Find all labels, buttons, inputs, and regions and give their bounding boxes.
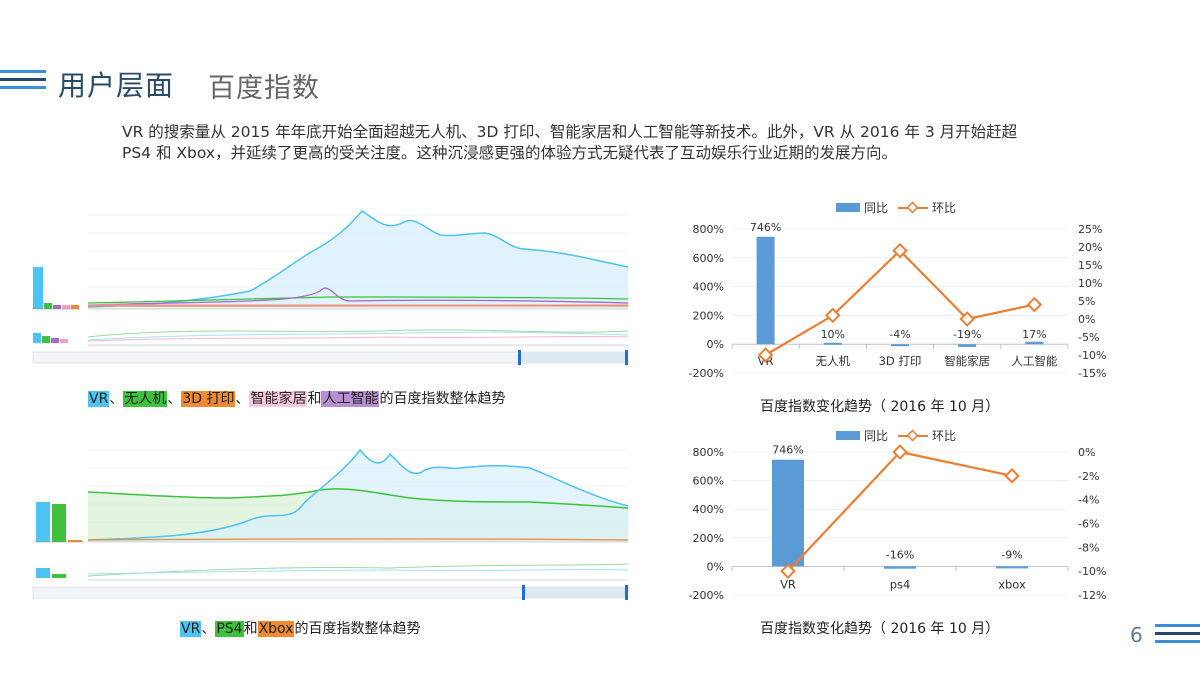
bar-value-label: -16% (886, 548, 914, 561)
y-right-tick: -2% (1078, 470, 1099, 483)
legend-bar-label: 同比 (864, 201, 888, 215)
bar (958, 344, 977, 347)
legend-bar-label: 同比 (864, 429, 888, 443)
y-right-tick: -4% (1078, 494, 1099, 507)
header-decoration (0, 70, 46, 94)
chart-caption-2: 百度指数变化趋势（ 2016 年 10 月） (760, 621, 1000, 637)
bar-value-label: -4% (889, 328, 910, 341)
y-right-tick: 25% (1078, 223, 1102, 236)
category-label: 3D 打印 (879, 354, 922, 368)
bar-value-label: 10% (821, 328, 845, 341)
category-label: xbox (998, 577, 1026, 591)
y-right-tick: 15% (1078, 259, 1102, 272)
legend-bar-swatch (836, 203, 860, 212)
trend-chart-1 (30, 205, 635, 370)
line-point (757, 347, 774, 363)
caption-3d-print: 3D 打印 (181, 391, 236, 407)
y-left-tick: 400% (693, 503, 724, 516)
bar-value-label: -9% (1001, 548, 1022, 561)
bar-value-label: -19% (953, 328, 981, 341)
bar (823, 342, 842, 345)
y-right-tick: 0% (1078, 313, 1095, 326)
caption-drone: 无人机 (123, 391, 168, 407)
combo-chart-2: 800% 600% 400% 200% 0% -200% 0% -2% -4% -6% -8% -10… (689, 429, 1107, 602)
footer-decoration (1155, 624, 1200, 648)
y-left-tick: 200% (693, 309, 724, 322)
y-left-tick: 600% (693, 252, 724, 265)
page-number: 6 (1130, 623, 1143, 647)
y-right-tick: -6% (1078, 518, 1099, 531)
chart-caption-1: 百度指数变化趋势（ 2016 年 10 月） (760, 399, 1000, 415)
page-subtitle: 百度指数 (208, 73, 320, 104)
caption-vr-2: VR (180, 621, 202, 637)
y-right-tick: 5% (1078, 295, 1095, 308)
line-point (780, 563, 796, 579)
legend-line-label: 环比 (932, 201, 956, 215)
y-left-tick: 0% (707, 338, 724, 351)
y-right-tick: 10% (1078, 277, 1102, 290)
y-right-tick: 0% (1078, 446, 1095, 459)
y-left-tick: 0% (707, 560, 724, 573)
trend-caption-2: VR、PS4和Xbox的百度指数整体趋势 (180, 621, 421, 637)
bar-value-label: 746% (750, 221, 781, 234)
category-label: 人工智能 (1011, 354, 1057, 368)
bar (884, 566, 916, 569)
caption-xbox: Xbox (257, 621, 295, 637)
y-left-tick: -200% (689, 589, 724, 602)
line-point (1004, 468, 1020, 484)
caption-ps4: PS4 (215, 621, 244, 637)
line-point (959, 311, 975, 327)
bar (772, 459, 804, 567)
legend-bar-swatch (836, 431, 860, 440)
page-title: 用户层面 (58, 69, 175, 102)
category-label: VR (780, 577, 796, 591)
y-right-tick: 20% (1078, 241, 1102, 254)
trend-chart-2 (30, 440, 635, 605)
line-point (1026, 296, 1043, 313)
legend-line-marker (906, 201, 919, 214)
y-right-tick: -10% (1078, 349, 1106, 362)
caption-smart-home: 智能家居 (249, 391, 308, 407)
y-right-tick: -15% (1078, 367, 1106, 380)
bar (1025, 341, 1044, 345)
line-point (892, 444, 908, 460)
category-label: 智能家居 (944, 354, 990, 368)
y-left-tick: 200% (693, 532, 724, 545)
y-right-tick: -8% (1078, 541, 1099, 554)
legend-line-marker (906, 429, 919, 442)
y-right-tick: -12% (1078, 589, 1106, 602)
y-left-tick: -200% (689, 367, 724, 380)
line-point (825, 307, 841, 324)
combo-chart-1: 800% 600% 400% 200% 0% -200% 25% 20% 15% 10% 5% 0% -… (689, 201, 1107, 380)
bar (891, 344, 909, 347)
y-left-tick: 400% (693, 281, 724, 294)
caption-vr: VR (88, 391, 110, 407)
legend-line-label: 环比 (932, 429, 956, 443)
trend-caption-1: VR、无人机、3D 打印、智能家居和人工智能的百度指数整体趋势 (88, 391, 506, 407)
category-label: ps4 (890, 577, 911, 591)
y-right-tick: -10% (1078, 565, 1106, 578)
y-right-tick: -5% (1078, 331, 1099, 344)
y-left-tick: 600% (693, 475, 724, 488)
y-left-tick: 800% (693, 223, 724, 236)
caption-ai: 人工智能 (321, 391, 380, 407)
bar (756, 236, 775, 345)
intro-paragraph: VR 的搜索量从 2015 年年底开始全面超越无人机、3D 打印、智能家居和人工… (122, 123, 1018, 162)
bar-value-label: 746% (772, 444, 803, 457)
bar (996, 566, 1028, 569)
category-label: 无人机 (816, 354, 851, 368)
y-left-tick: 800% (693, 446, 724, 459)
bar-value-label: 17% (1022, 328, 1046, 341)
line-point (892, 242, 908, 259)
